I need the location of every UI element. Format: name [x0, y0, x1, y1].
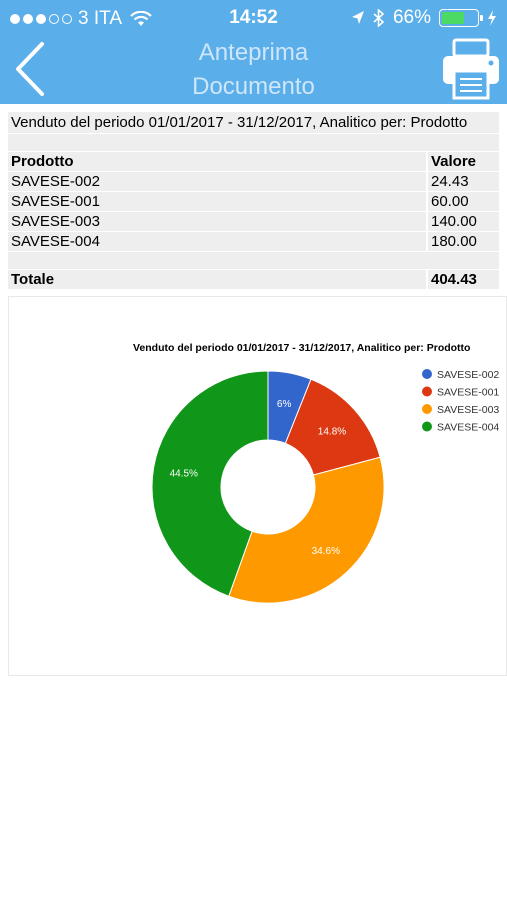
- report-table: Venduto del periodo 01/01/2017 - 31/12/2…: [8, 112, 499, 290]
- page-title-line1: Anteprima: [198, 39, 309, 66]
- location-arrow-icon: [351, 11, 364, 24]
- status-time: 14:52: [229, 7, 278, 28]
- column-header-value: Valore: [431, 153, 477, 170]
- battery-icon: [439, 9, 483, 27]
- status-bar: 3 ITA 14:52 66%: [0, 0, 507, 36]
- table-row: SAVESE-001 60.00: [8, 192, 499, 212]
- report-heading-row: Venduto del periodo 01/01/2017 - 31/12/2…: [8, 112, 499, 134]
- total-row: Totale 404.43: [8, 270, 499, 290]
- legend-label: SAVESE-004: [437, 422, 499, 434]
- slice-label: 34.6%: [312, 546, 340, 557]
- row-value: 140.00: [431, 213, 477, 230]
- legend-label: SAVESE-001: [437, 387, 499, 399]
- slice-label: 44.5%: [170, 468, 198, 479]
- donut-chart: Venduto del periodo 01/01/2017 - 31/12/2…: [8, 296, 507, 676]
- chevron-left-icon: [16, 42, 44, 96]
- page-title: Anteprima Documento: [150, 36, 357, 104]
- legend-label: SAVESE-003: [437, 404, 499, 416]
- signal-strength-icon: [10, 14, 72, 24]
- print-button[interactable]: [441, 37, 501, 101]
- legend-label: SAVESE-002: [437, 369, 499, 381]
- spacer-row: [8, 252, 499, 270]
- pie-slice-savese-004: [151, 370, 269, 597]
- column-header-product: Prodotto: [11, 153, 74, 170]
- row-value: 180.00: [431, 233, 477, 250]
- battery-percentage: 66%: [392, 7, 431, 28]
- row-product: SAVESE-003: [11, 213, 100, 230]
- spacer-row: [8, 134, 499, 152]
- table-row: SAVESE-002 24.43: [8, 172, 499, 192]
- donut-chart-svg: Venduto del periodo 01/01/2017 - 31/12/2…: [133, 342, 499, 604]
- charging-bolt-icon: [488, 10, 496, 26]
- legend-swatch: [422, 386, 432, 397]
- table-header-row: Prodotto Valore: [8, 152, 499, 172]
- printer-icon: [443, 38, 499, 100]
- report-heading: Venduto del periodo 01/01/2017 - 31/12/2…: [11, 114, 468, 131]
- page-title-line2: Documento: [192, 73, 315, 100]
- bluetooth-icon: [373, 9, 385, 27]
- legend-swatch: [422, 369, 432, 379]
- pie-slice-savese-001: [284, 378, 381, 476]
- legend-swatch: [422, 421, 432, 432]
- app-header: 3 ITA 14:52 66%: [0, 0, 507, 104]
- chart-title: Venduto del periodo 01/01/2017 - 31/12/2…: [133, 342, 470, 354]
- slice-label: 6%: [277, 399, 292, 410]
- total-value: 404.43: [431, 271, 477, 288]
- back-button[interactable]: [12, 40, 52, 98]
- table-row: SAVESE-003 140.00: [8, 212, 499, 232]
- legend-swatch: [422, 404, 432, 414]
- carrier-name: 3 ITA: [78, 8, 122, 29]
- row-value: 24.43: [431, 173, 469, 190]
- row-product: SAVESE-004: [11, 233, 100, 250]
- slice-label: 14.8%: [318, 426, 346, 437]
- row-product: SAVESE-001: [11, 193, 100, 210]
- row-value: 60.00: [431, 193, 469, 210]
- row-product: SAVESE-002: [11, 173, 100, 190]
- pie-slice-savese-003: [228, 456, 385, 604]
- total-label: Totale: [11, 271, 55, 288]
- wifi-icon: [130, 11, 152, 26]
- table-row: SAVESE-004 180.00: [8, 232, 499, 252]
